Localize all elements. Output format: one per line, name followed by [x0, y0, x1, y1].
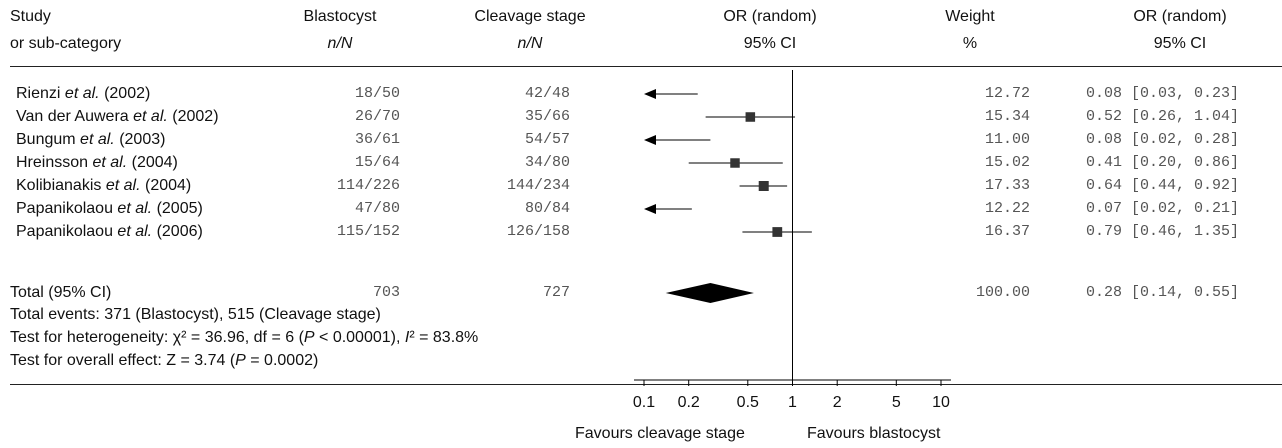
header-or-plot-ci: 95% CI: [743, 35, 797, 52]
header-divider: [10, 66, 1282, 67]
header-weight-pct: %: [962, 35, 978, 52]
or-value: 0.64 [0.44, 0.92]: [1086, 177, 1240, 194]
header-weight: Weight: [945, 8, 995, 25]
header-subcategory: or sub-category: [10, 35, 122, 52]
point-estimate: [758, 181, 769, 191]
weight-value: 11.00: [984, 131, 1030, 148]
study-name: Van der Auwera et al. (2002): [16, 108, 219, 125]
total-cleavage: 727: [542, 284, 570, 301]
favours-left-label: Favours cleavage stage: [575, 425, 745, 442]
x-tick-label: 2: [833, 394, 842, 411]
or-value: 0.79 [0.46, 1.35]: [1086, 223, 1240, 240]
blastocyst-count: 36/61: [354, 131, 400, 148]
weight-value: 12.22: [984, 200, 1030, 217]
footer-divider: [10, 384, 1282, 385]
study-name: Rienzi et al. (2002): [16, 85, 151, 102]
header-or-values: OR (random): [1133, 8, 1227, 25]
header-blastocyst-nN: n/N: [327, 35, 353, 52]
study-name: Bungum et al. (2003): [16, 131, 166, 148]
or-value: 0.08 [0.03, 0.23]: [1086, 85, 1240, 102]
overall-effect-test: Test for overall effect: Z = 3.74 (P = 0…: [10, 352, 319, 369]
weight-value: 17.33: [984, 177, 1030, 194]
header-cleavage: Cleavage stage: [474, 8, 586, 25]
x-tick-label: 0.1: [633, 394, 655, 411]
x-tick-label: 0.2: [678, 394, 700, 411]
weight-value: 12.72: [984, 85, 1030, 102]
blastocyst-count: 18/50: [354, 85, 400, 102]
point-estimate: [730, 158, 740, 168]
cleavage-count: 80/84: [524, 200, 570, 217]
x-tick-label: 1: [788, 394, 797, 411]
header-or-values-ci: 95% CI: [1153, 35, 1207, 52]
weight-value: 16.37: [984, 223, 1030, 240]
total-or-values: 0.28 [0.14, 0.55]: [1086, 284, 1240, 301]
total-events: Total events: 371 (Blastocyst), 515 (Cle…: [10, 306, 381, 323]
or-value: 0.52 [0.26, 1.04]: [1086, 108, 1240, 125]
total-blastocyst: 703: [372, 284, 400, 301]
header-blastocyst: Blastocyst: [303, 8, 377, 25]
study-name: Kolibianakis et al. (2004): [16, 177, 192, 194]
cleavage-count: 54/57: [524, 131, 570, 148]
pooled-diamond: [665, 283, 754, 303]
weight-value: 15.34: [984, 108, 1030, 125]
point-estimate: [745, 112, 756, 122]
ci-arrow: [644, 89, 656, 99]
blastocyst-count: 26/70: [354, 108, 400, 125]
weight-value: 15.02: [984, 154, 1030, 171]
cleavage-count: 144/234: [506, 177, 570, 194]
study-name: Papanikolaou et al. (2005): [16, 200, 203, 217]
header-study: Study: [10, 8, 51, 25]
x-tick-label: 10: [932, 394, 950, 411]
x-tick-label: 5: [892, 394, 901, 411]
cleavage-count: 35/66: [524, 108, 570, 125]
ci-arrow: [644, 204, 656, 214]
ci-arrow: [644, 135, 656, 145]
or-value: 0.07 [0.02, 0.21]: [1086, 200, 1240, 217]
header-or-plot: OR (random): [723, 8, 817, 25]
point-estimate: [772, 227, 783, 237]
cleavage-count: 126/158: [506, 223, 570, 240]
total-weight: 100.00: [975, 284, 1030, 301]
cleavage-count: 42/48: [524, 85, 570, 102]
study-name: Hreinsson et al. (2004): [16, 154, 178, 171]
study-name: Papanikolaou et al. (2006): [16, 223, 203, 240]
blastocyst-count: 115/152: [336, 223, 400, 240]
x-tick-label: 0.5: [737, 394, 759, 411]
heterogeneity-test: Test for heterogeneity: χ² = 36.96, df =…: [10, 329, 479, 346]
header-cleavage-nN: n/N: [517, 35, 543, 52]
blastocyst-count: 47/80: [354, 200, 400, 217]
cleavage-count: 34/80: [524, 154, 570, 171]
or-value: 0.08 [0.02, 0.28]: [1086, 131, 1240, 148]
or-value: 0.41 [0.20, 0.86]: [1086, 154, 1240, 171]
blastocyst-count: 114/226: [336, 177, 400, 194]
favours-right-label: Favours blastocyst: [807, 425, 941, 442]
blastocyst-count: 15/64: [354, 154, 400, 171]
total-label: Total (95% CI): [10, 284, 112, 301]
